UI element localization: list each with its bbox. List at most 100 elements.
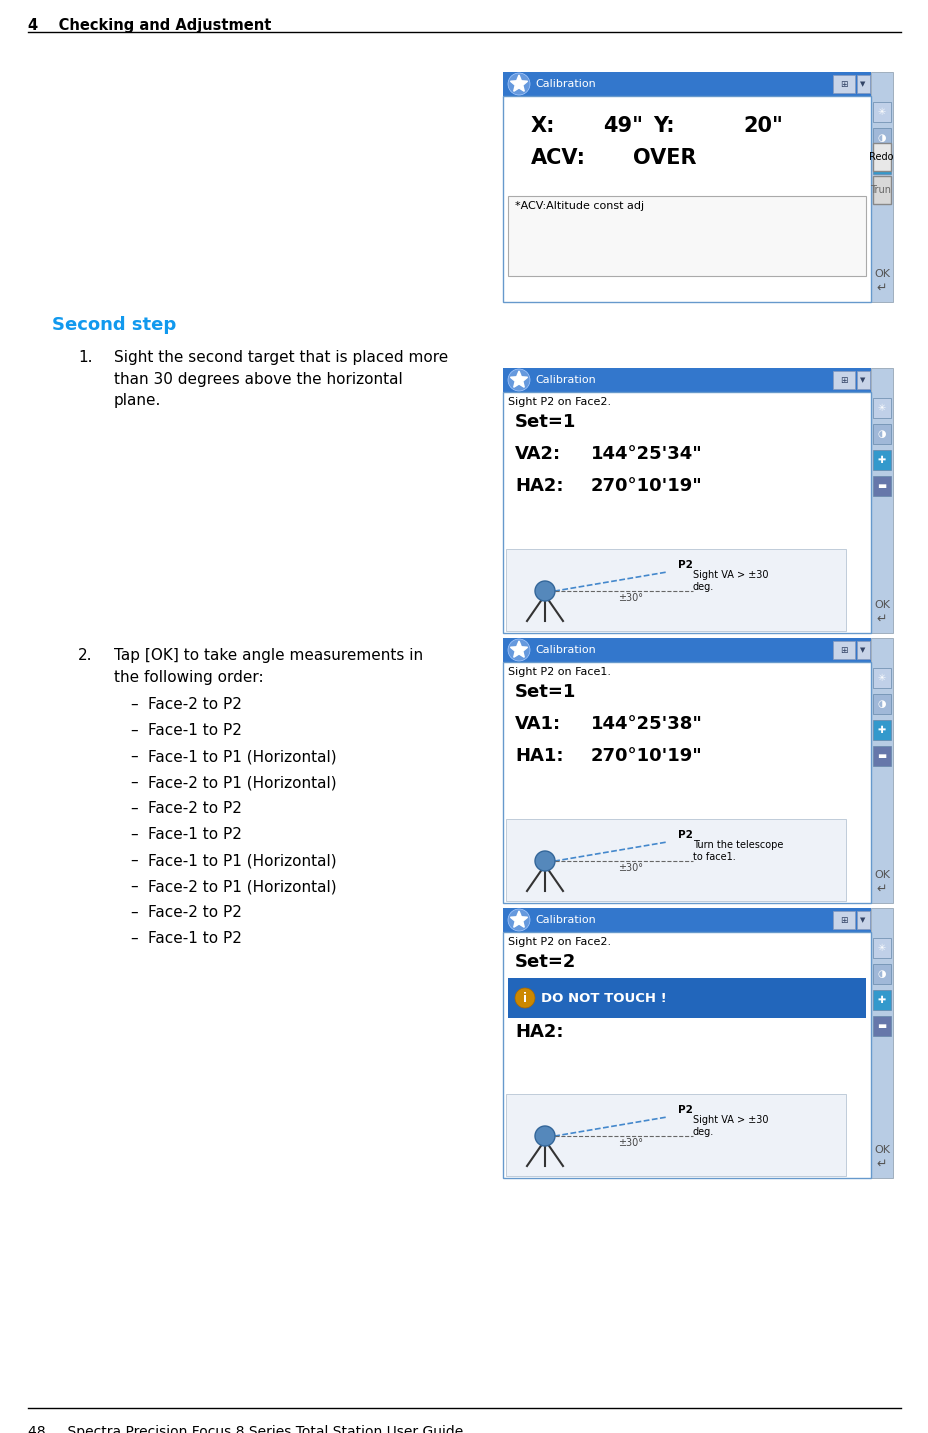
- Text: ◑: ◑: [877, 699, 885, 709]
- Bar: [856, 911, 869, 929]
- Text: 1.: 1.: [78, 350, 93, 365]
- Bar: [872, 668, 890, 688]
- Bar: [872, 694, 890, 714]
- Bar: [872, 990, 890, 1010]
- Text: VA1:: VA1:: [514, 715, 561, 734]
- Text: ▼: ▼: [859, 82, 865, 87]
- Bar: [856, 75, 869, 93]
- Text: –: –: [130, 878, 137, 894]
- Text: ↵: ↵: [876, 883, 886, 896]
- Text: –: –: [130, 931, 137, 946]
- Text: Sight VA > ±30: Sight VA > ±30: [692, 570, 767, 580]
- Text: Redo: Redo: [868, 152, 893, 162]
- Text: P2: P2: [677, 1105, 692, 1115]
- Text: Sight P2 on Face1.: Sight P2 on Face1.: [508, 666, 611, 676]
- Text: DO NOT TOUCH !: DO NOT TOUCH !: [540, 992, 666, 1005]
- Text: ⊞: ⊞: [839, 375, 847, 384]
- Circle shape: [535, 1126, 554, 1146]
- Bar: [502, 393, 870, 633]
- Bar: [872, 964, 890, 984]
- Bar: [872, 176, 890, 203]
- Bar: [506, 820, 845, 901]
- Bar: [506, 549, 845, 631]
- Circle shape: [508, 73, 530, 95]
- Text: ✳: ✳: [877, 403, 885, 413]
- Text: Face-2 to P1 (Horizontal): Face-2 to P1 (Horizontal): [148, 878, 336, 894]
- Bar: [502, 368, 892, 633]
- Text: Sight P2 on Face2.: Sight P2 on Face2.: [508, 397, 611, 407]
- Text: ▬: ▬: [876, 481, 885, 492]
- Text: ▬: ▬: [876, 751, 885, 761]
- Text: –: –: [130, 853, 137, 868]
- Text: Set=2: Set=2: [514, 953, 575, 972]
- Text: ±30°: ±30°: [617, 863, 642, 873]
- Bar: [872, 128, 890, 148]
- Circle shape: [514, 987, 535, 1007]
- Text: i: i: [522, 992, 526, 1005]
- Bar: [870, 638, 892, 903]
- Text: –: –: [130, 696, 137, 712]
- Text: ±30°: ±30°: [617, 1138, 642, 1148]
- Text: Face-1 to P2: Face-1 to P2: [148, 827, 241, 843]
- Text: deg.: deg.: [692, 1126, 714, 1136]
- Text: Face-2 to P2: Face-2 to P2: [148, 801, 241, 815]
- Bar: [832, 911, 854, 929]
- Polygon shape: [509, 371, 527, 387]
- Text: 2.: 2.: [78, 648, 93, 663]
- Text: –: –: [130, 906, 137, 920]
- Text: –: –: [130, 801, 137, 815]
- Bar: [870, 368, 892, 633]
- Text: –: –: [130, 827, 137, 843]
- Text: Face-1 to P2: Face-1 to P2: [148, 931, 241, 946]
- Text: ◑: ◑: [877, 133, 885, 143]
- Bar: [870, 72, 892, 302]
- Text: ACV:: ACV:: [531, 148, 586, 168]
- Text: ▬: ▬: [876, 1020, 885, 1030]
- Text: ◑: ◑: [877, 969, 885, 979]
- Text: Sight P2 on Face2.: Sight P2 on Face2.: [508, 937, 611, 947]
- Text: HA1:: HA1:: [514, 747, 563, 765]
- Bar: [508, 977, 865, 1017]
- Text: ✳: ✳: [877, 674, 885, 684]
- Polygon shape: [509, 641, 527, 658]
- Text: Face-2 to P1 (Horizontal): Face-2 to P1 (Horizontal): [148, 775, 336, 790]
- Text: 270°10'19": 270°10'19": [590, 747, 702, 765]
- Bar: [502, 72, 892, 302]
- Text: 144°25'38": 144°25'38": [590, 715, 702, 734]
- Text: 144°25'34": 144°25'34": [590, 446, 702, 463]
- Text: 4    Checking and Adjustment: 4 Checking and Adjustment: [28, 19, 271, 33]
- Circle shape: [535, 580, 554, 600]
- Text: Face-1 to P1 (Horizontal): Face-1 to P1 (Horizontal): [148, 853, 336, 868]
- Bar: [872, 747, 890, 767]
- Text: OK: OK: [873, 269, 889, 279]
- Text: 20": 20": [742, 116, 782, 136]
- Circle shape: [508, 639, 530, 661]
- Bar: [872, 398, 890, 418]
- Bar: [508, 196, 865, 277]
- Text: ◑: ◑: [877, 428, 885, 438]
- Bar: [872, 939, 890, 959]
- Text: Y:: Y:: [652, 116, 674, 136]
- Bar: [856, 641, 869, 659]
- Text: ✚: ✚: [877, 725, 885, 735]
- Text: ✳: ✳: [877, 943, 885, 953]
- Text: Turn the telescope: Turn the telescope: [692, 840, 782, 850]
- Bar: [872, 476, 890, 496]
- Bar: [502, 638, 870, 662]
- Text: HA2:: HA2:: [514, 1023, 563, 1040]
- Text: Calibration: Calibration: [535, 79, 595, 89]
- Bar: [502, 72, 870, 96]
- Text: ✚: ✚: [877, 995, 885, 1005]
- Text: –: –: [130, 724, 137, 738]
- Bar: [872, 102, 890, 122]
- Text: ±30°: ±30°: [617, 593, 642, 603]
- Circle shape: [535, 851, 554, 871]
- Text: Face-2 to P2: Face-2 to P2: [148, 696, 241, 712]
- Circle shape: [508, 370, 530, 391]
- Bar: [872, 181, 890, 201]
- Bar: [502, 638, 892, 903]
- Bar: [872, 450, 890, 470]
- Text: –: –: [130, 775, 137, 790]
- Text: –: –: [130, 749, 137, 764]
- Text: Calibration: Calibration: [535, 375, 595, 385]
